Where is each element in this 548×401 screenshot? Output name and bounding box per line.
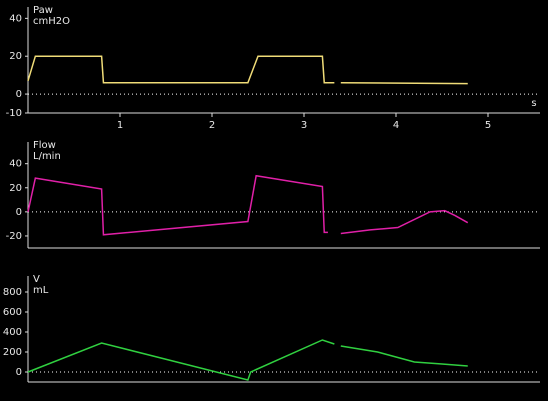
panel-unit: mL [33, 285, 49, 296]
y-tick-label: -20 [6, 231, 22, 242]
y-tick-label: 200 [3, 347, 22, 358]
y-tick-label: 400 [3, 327, 22, 338]
x-tick-label: 2 [209, 120, 215, 131]
y-tick-label: 40 [9, 159, 22, 170]
x-tick-label: 3 [301, 120, 307, 131]
y-tick-label: 0 [16, 89, 22, 100]
waveform [27, 339, 468, 381]
y-tick-label: 20 [9, 51, 22, 62]
y-tick-label: 20 [9, 183, 22, 194]
x-axis-unit: s [531, 98, 536, 109]
panel-unit: L/min [33, 151, 61, 162]
panel-title: Paw [33, 5, 53, 16]
waveform [27, 55, 468, 85]
panel-title: V [33, 274, 40, 285]
panel-title: Flow [33, 140, 56, 151]
y-tick-label: -10 [6, 108, 22, 119]
x-tick-label: 4 [393, 120, 399, 131]
y-tick-label: 0 [16, 207, 22, 218]
waveform [27, 174, 469, 236]
x-tick-label: 5 [485, 120, 491, 131]
y-tick-label: 600 [3, 307, 22, 318]
x-tick-label: 1 [117, 120, 123, 131]
y-tick-label: 800 [3, 287, 22, 298]
panel-unit: cmH2O [33, 16, 70, 27]
y-tick-label: 0 [16, 367, 22, 378]
y-tick-label: 40 [9, 13, 22, 24]
